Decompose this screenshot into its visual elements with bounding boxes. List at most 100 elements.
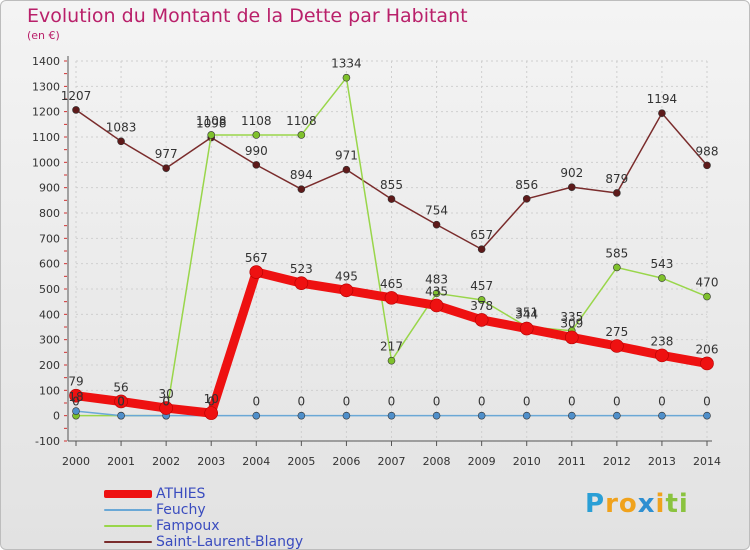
data-label: 1108 [196,114,227,128]
data-point [249,265,264,279]
logo-letter: i [678,489,689,519]
y-tick-label: 400 [39,308,60,321]
y-tick-label: 1200 [32,106,60,119]
legend-label: Feuchy [156,502,206,518]
data-label: 0 [433,395,441,409]
legend-swatch [104,525,152,527]
y-tick-label: 600 [39,258,60,271]
data-label: 18 [68,390,83,404]
data-point [477,245,486,254]
y-tick-label: 100 [39,384,60,397]
data-point [703,161,711,170]
y-tick-label: 1100 [32,131,60,144]
data-point [297,131,306,139]
data-label: 0 [658,395,666,409]
data-point [655,348,669,363]
data-point [384,291,399,305]
data-point [564,330,579,345]
x-tick-label: 2012 [603,455,631,468]
data-point [387,195,396,203]
data-label: 0 [523,395,531,409]
data-point [519,321,534,336]
data-point [387,356,396,365]
x-tick-label: 2003 [197,455,225,468]
data-point [432,289,441,298]
data-label: 309 [560,316,583,330]
axes: -100010020030040050060070080090010001100… [32,55,721,468]
x-tick-label: 2005 [287,455,315,468]
data-point [474,313,489,327]
logo-letter: P [585,489,606,519]
data-label: 971 [335,149,358,163]
data-point [207,131,216,139]
data-label: 344 [515,308,538,322]
data-point [204,406,219,420]
data-label: 457 [470,279,493,293]
data-label: 754 [425,204,448,218]
data-label: 30 [159,387,174,401]
data-point [432,220,441,229]
data-point [610,339,624,353]
data-label: 855 [380,178,403,192]
x-tick-label: 2010 [513,455,541,468]
data-label: 351 [515,306,538,320]
data-label: 79 [68,375,83,389]
data-label: 10 [204,392,219,406]
logo-letter: i [655,489,666,519]
x-tick-label: 2009 [468,455,496,468]
data-point [339,283,354,298]
data-point [252,411,261,420]
data-point [297,185,306,193]
data-label: 0 [478,395,486,409]
data-label: 0 [298,395,306,409]
data-label: 217 [380,340,403,354]
data-point [117,411,125,420]
y-tick-label: 700 [39,232,60,245]
data-label: 523 [290,262,313,276]
chart-subtitle: (en €) [27,29,60,42]
data-point [567,183,576,191]
data-point [658,274,666,282]
series-layer [69,73,714,420]
data-point [297,411,306,420]
data-label: 543 [650,257,673,271]
data-label: 0 [388,395,396,409]
data-label: 0 [162,395,170,409]
logo-letter: o [618,489,638,519]
data-label: 1108 [241,114,272,128]
data-label: 0 [343,395,351,409]
data-point [567,411,576,420]
x-tick-label: 2001 [107,455,135,468]
data-label: 0 [568,395,576,409]
data-point [294,276,309,290]
data-label: 206 [696,342,719,356]
data-point [703,411,711,420]
x-tick-label: 2000 [62,455,90,468]
data-point [522,195,531,203]
data-label: 435 [425,284,448,298]
legend-swatch [104,509,152,511]
data-label: 1098 [196,117,227,131]
data-label: 483 [425,272,448,286]
logo-letter: r [605,489,619,519]
y-tick-label: 1000 [32,156,60,169]
data-label: 894 [290,168,313,182]
data-label: 0 [252,395,260,409]
data-point [387,411,396,420]
data-label: 0 [117,395,125,409]
y-tick-label: 0 [53,410,60,423]
logo-letter: t [665,489,679,519]
data-label: 1083 [106,120,137,134]
data-point [700,356,714,371]
y-tick-label: 500 [39,283,60,296]
y-tick-label: 1300 [32,80,60,93]
data-label: 0 [72,395,80,409]
data-label: 902 [560,166,583,180]
x-tick-label: 2002 [152,455,180,468]
y-tick-label: 300 [39,334,60,347]
data-point [252,131,261,139]
data-label: 1108 [286,114,317,128]
data-point [252,161,261,169]
data-label: 495 [335,269,358,283]
